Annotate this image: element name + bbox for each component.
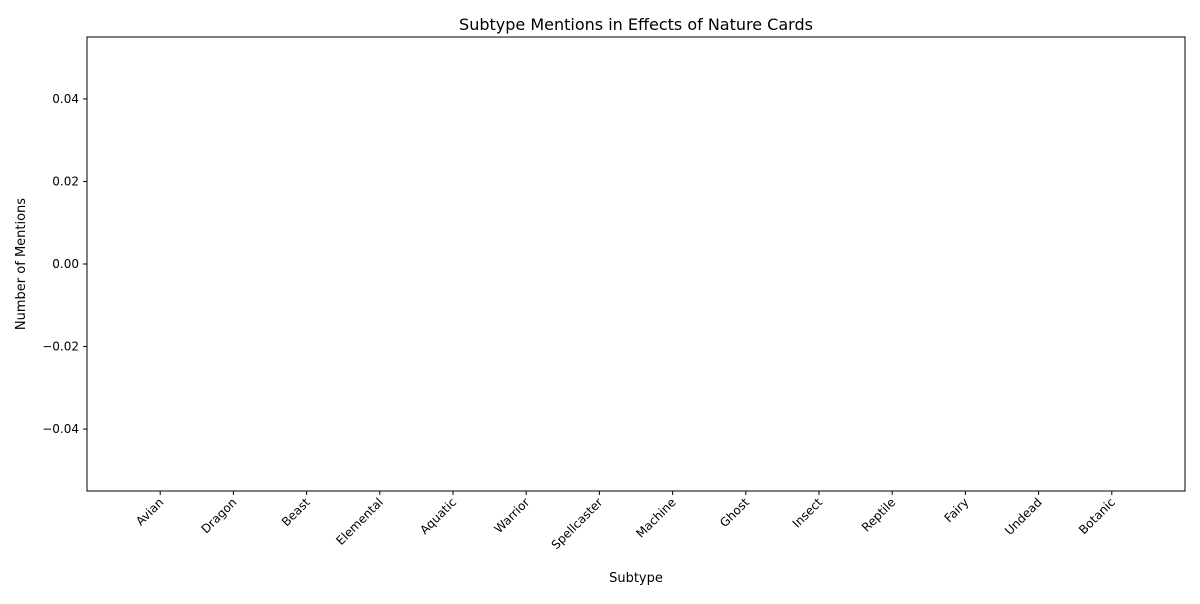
plot-area (87, 37, 1185, 491)
x-tick-label-beast: Beast (279, 495, 313, 529)
x-axis-label: Subtype (609, 571, 663, 586)
x-tick-label-avian: Avian (133, 495, 166, 528)
y-tick-label: 0.00 (52, 257, 79, 271)
x-tick-label-aquatic: Aquatic (417, 495, 459, 537)
x-tick-label-dragon: Dragon (198, 495, 239, 536)
y-axis-label: Number of Mentions (14, 198, 29, 330)
chart-title: Subtype Mentions in Effects of Nature Ca… (459, 15, 813, 34)
y-axis-ticks: 0.04 0.02 0.00 −0.02 −0.04 (42, 92, 87, 436)
x-tick-label-botanic: Botanic (1076, 495, 1118, 537)
x-tick-label-machine: Machine (633, 495, 678, 540)
x-tick-label-elemental: Elemental (333, 495, 386, 548)
y-tick-label: −0.04 (42, 422, 79, 436)
plot-frame (86, 36, 1186, 492)
y-tick-label: 0.02 (52, 174, 79, 188)
x-tick-label-undead: Undead (1002, 495, 1045, 538)
x-axis-ticks: Avian Dragon Beast Elemental Aquatic Warrior S… (133, 491, 1118, 552)
x-tick-label-insect: Insect (790, 495, 826, 531)
y-tick-label: −0.02 (42, 340, 79, 354)
x-tick-label-ghost: Ghost (717, 495, 752, 530)
y-tick-label: 0.04 (52, 92, 79, 106)
x-tick-label-warrior: Warrior (492, 495, 533, 536)
x-tick-label-spellcaster: Spellcaster (549, 495, 606, 552)
x-tick-label-fairy: Fairy (941, 495, 971, 525)
x-tick-label-reptile: Reptile (859, 495, 898, 534)
